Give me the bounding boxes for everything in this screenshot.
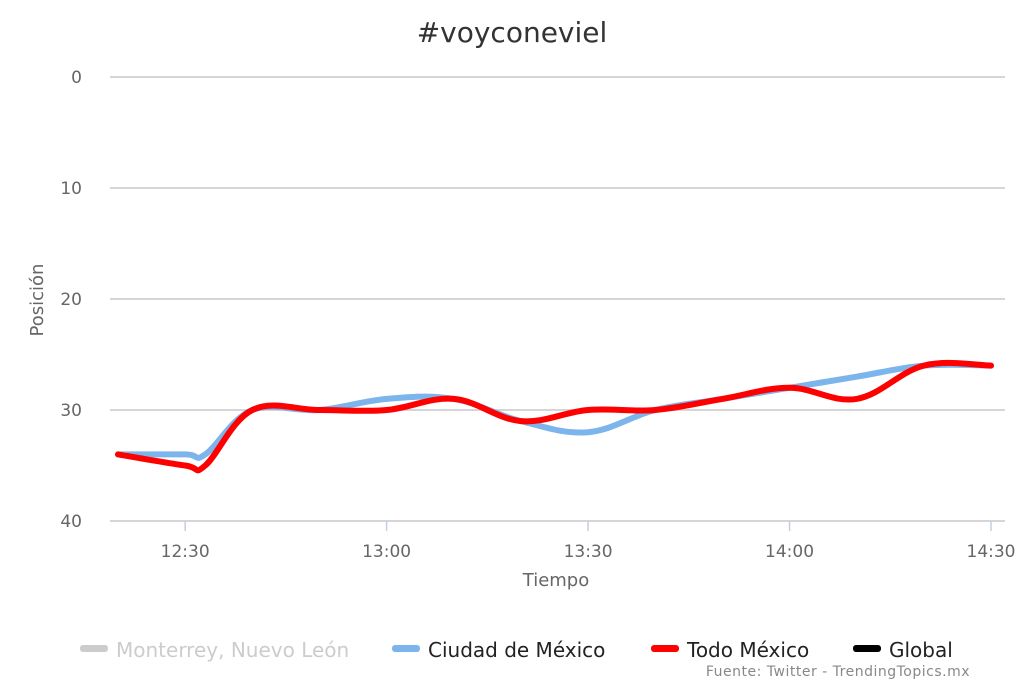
legend-swatch [392,645,420,652]
y-tick-label: 10 [60,179,82,199]
grid [110,76,1005,522]
x-tick-label: 13:30 [564,542,613,562]
x-axis-title: Tiempo [522,570,590,591]
series-lines [115,359,994,474]
y-tick-label: 40 [60,512,82,532]
x-tick-label: 14:00 [765,542,814,562]
legend-item-monterrey-nuevo-leon[interactable]: Monterrey, Nuevo León [80,638,349,662]
legend-label: Todo México [686,638,809,662]
x-axis-ticks: 12:30 13:00 13:30 14:00 14:30 [161,521,1016,562]
y-tick-label: 0 [71,68,82,88]
x-tick-label: 13:00 [362,542,411,562]
legend-label: Ciudad de México [428,638,605,662]
legend-item-ciudad-de-mexico[interactable]: Ciudad de México [392,638,605,662]
legend-swatch [651,645,679,652]
legend-swatch [853,645,881,652]
series-line-todo-mexico[interactable] [115,359,994,474]
legend-item-todo-mexico[interactable]: Todo México [651,638,809,662]
legend-label: Monterrey, Nuevo León [116,638,349,662]
credit-text[interactable]: Fuente: Twitter - TrendingTopics.mx [706,664,970,680]
y-tick-label: 20 [60,290,82,310]
y-axis-title: Posición [27,264,48,337]
legend-swatch [80,645,108,652]
x-tick-label: 14:30 [967,542,1016,562]
legend-label: Global [889,638,953,662]
legend-item-global[interactable]: Global [853,638,953,662]
x-tick-label: 12:30 [161,542,210,562]
chart-title: #voyconeviel [417,16,608,49]
y-tick-label: 30 [60,401,82,421]
legend[interactable]: Monterrey, Nuevo León Ciudad de México Tod… [80,638,953,662]
y-axis-ticks: 0 10 20 30 40 [60,68,82,532]
